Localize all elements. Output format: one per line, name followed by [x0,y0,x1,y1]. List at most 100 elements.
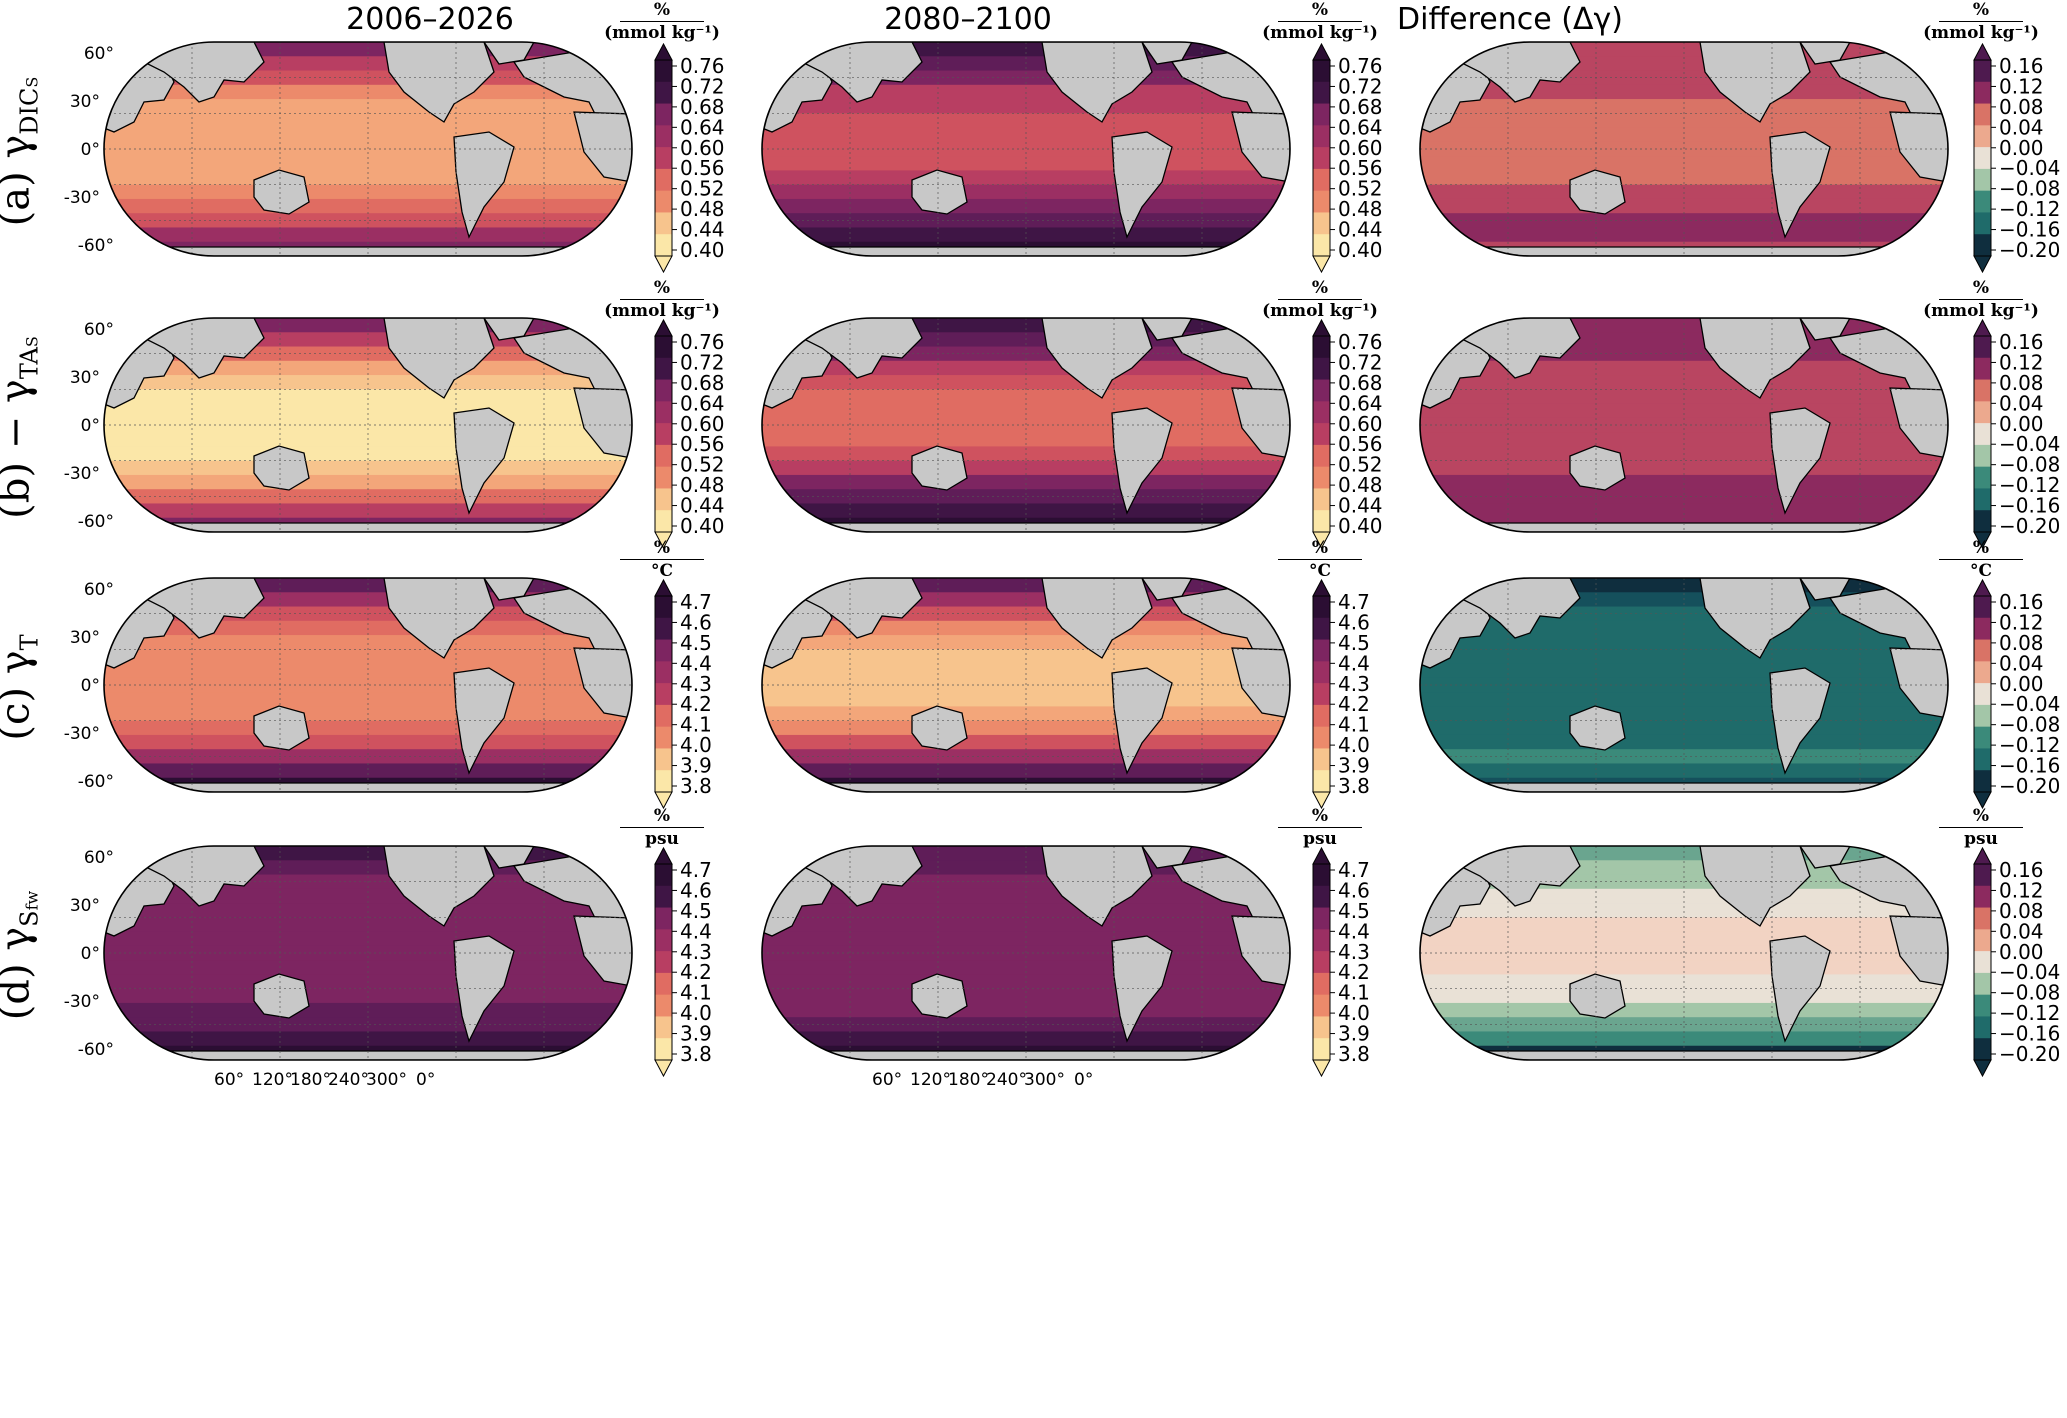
colorbar-segment [1974,379,1991,402]
colorbar-extend-max [654,846,673,865]
colorbar-segment [655,103,672,126]
colorbar-frame [654,335,673,533]
colorbar-segment [1313,234,1330,257]
colorbar-segment [655,488,672,511]
map-band [762,227,1290,243]
colorbar-segment [1313,125,1330,148]
map-band [104,663,632,679]
colorbar-tick-label: 0.12 [1999,610,2044,634]
map-band [104,127,632,143]
row-subsubscript: S [22,76,42,88]
map-band [1420,389,1948,405]
colorbar-segment [1974,357,1991,381]
row-gamma: γ [0,135,39,159]
land-mass [1140,318,1194,341]
colorbar-extend-max [1973,318,1992,337]
unit-denominator: (mmol kg⁻¹) [1262,301,1378,321]
latitude-label: -60° [77,772,114,792]
colorbar-frame [1973,863,1992,1061]
colorbar-segment [1313,929,1330,952]
colorbar-frame [654,595,673,793]
latitude-label: 30° [69,896,100,916]
map-band [762,417,1290,434]
colorbar-segment [655,726,672,749]
column-title-early: 2006–2026 [346,2,514,37]
longitude-label: 180° [290,1070,331,1090]
map-band [1420,403,1948,419]
land-mass [1798,578,1852,601]
map-outline [1419,317,1949,533]
land-mass [1798,846,1852,869]
colorbar-extend-min [654,1059,673,1078]
colorbar-tick-label: 4.2 [680,692,712,716]
map-band [104,903,632,919]
map-band [1420,1031,1948,1047]
colorbar-segment [1974,125,1991,148]
colorbar-segment [655,1016,672,1039]
unit-numerator: % [620,538,704,560]
latitude-label: -30° [63,188,100,208]
map-band [104,649,632,665]
colorbar-extend-max [1312,846,1331,865]
colorbar-tick-label: 0.48 [1338,197,1383,221]
colorbar-extend-min [1312,255,1331,274]
row-subscript: TA [15,347,44,380]
map-panel-a0 [104,42,632,256]
colorbar-tick-label: 0.64 [1338,391,1383,415]
colorbar-tick-label: 3.9 [1338,1022,1370,1046]
colorbar-segment [655,885,672,909]
latitude-label: -60° [77,1040,114,1060]
map-band [762,1031,1290,1047]
colorbar-segment [655,168,672,192]
colorbar-tick-label: 4.5 [1338,631,1370,655]
colorbar-segment [1974,336,1991,359]
map-band [104,635,632,651]
latitude-label: 60° [83,848,114,868]
colorbar-tick-label: 0.00 [1999,940,2044,964]
map-band [1420,503,1948,519]
colorbar-segment [1974,726,1991,749]
longitude-label: 60° [872,1070,903,1090]
unit-numerator: % [620,806,704,828]
colorbar-tick-label: −0.12 [1999,733,2060,757]
map-band [1420,113,1948,129]
map-band [762,503,1290,519]
map-outline [1419,577,1949,793]
colorbar-segment [655,357,672,381]
map-outline [761,41,1291,257]
colorbar-tick-label: −0.20 [1999,238,2060,262]
colorbar-segment [1313,907,1330,930]
colorbar-segment [1313,190,1330,213]
colorbar-segment [655,401,672,424]
colorbar-tick-label: 0.60 [1338,412,1383,436]
map-band [104,1017,632,1033]
colorbar-segment [655,81,672,105]
latitude-label: 0° [80,416,100,436]
land-mass [1889,647,1948,719]
colorbar-tick-label: 0.76 [1338,330,1383,354]
colorbar-segment [1313,596,1330,619]
colorbar-tick-label: −0.12 [1999,1001,2060,1025]
map-outline [761,845,1291,1061]
colorbar-tick-label: 0.40 [1338,238,1383,262]
row-label-d: (d) γSfw [0,776,44,1136]
colorbar-segment [655,748,672,771]
colorbar-tick-label: 4.4 [680,919,712,943]
colorbar-segment [1313,972,1330,996]
colorbar-extend-max [1312,42,1331,61]
map-panel-d0 [104,846,632,1060]
colorbar-tick-label: 0.12 [1999,878,2044,902]
colorbar-tick-label: 4.3 [1338,940,1370,964]
colorbar-tick-label: 4.6 [1338,878,1370,902]
colorbar-unit-label: % °C [597,538,727,581]
map-band [1420,1017,1948,1033]
longitude-label: 240° [328,1070,369,1090]
unit-denominator: °C [1969,561,1993,581]
colorbar-tick-label: 4.5 [680,899,712,923]
map-panel-a1 [762,42,1290,256]
latitude-label: 0° [80,944,100,964]
colorbar-tick-label: 0.76 [1338,54,1383,78]
map-outline [103,41,633,257]
colorbar-segment [1974,596,1991,619]
row-gamma: γ [0,927,39,951]
